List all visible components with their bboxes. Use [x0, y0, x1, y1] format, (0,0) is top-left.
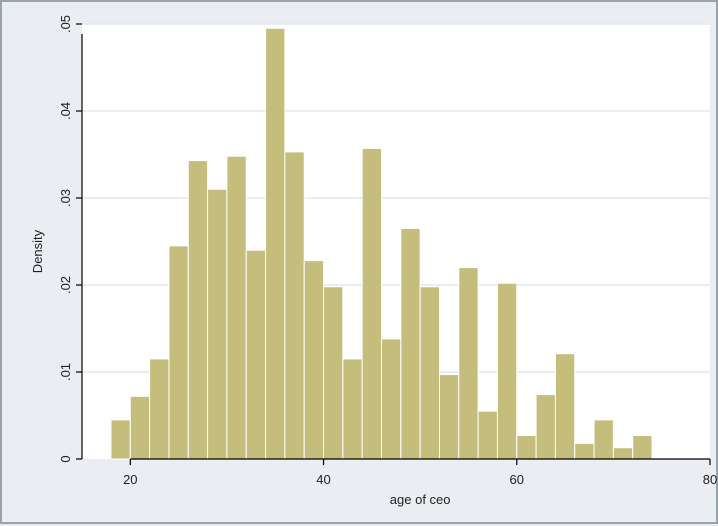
y-axis-ticks: 0 .01 .02 .03 .04 .05	[58, 15, 82, 463]
histogram-bar	[593, 419, 614, 460]
histogram-bar	[149, 358, 170, 460]
histogram-bar	[516, 435, 537, 460]
histogram-bar	[207, 188, 228, 460]
histogram-bar	[226, 155, 247, 460]
histogram-bar	[129, 395, 151, 460]
y-axis-title: Density	[30, 229, 45, 273]
x-tick-label: 60	[510, 472, 524, 487]
histogram-bar	[400, 227, 421, 460]
y-tick-label: 0	[58, 455, 73, 462]
histogram-bar	[574, 442, 595, 460]
histogram-bar	[381, 338, 402, 460]
x-axis-title: age of ceo	[390, 492, 451, 507]
histogram-bar	[612, 447, 634, 460]
histogram-bar	[110, 419, 131, 460]
y-tick-label: .04	[58, 102, 73, 120]
histogram-bar	[342, 358, 363, 460]
histogram-bar	[458, 267, 479, 460]
histogram-bar	[187, 160, 209, 460]
x-tick-label: 20	[123, 472, 137, 487]
histogram-bar	[419, 286, 440, 460]
histogram-bar	[554, 353, 576, 460]
y-tick-label: .01	[58, 363, 73, 381]
histogram-bar	[245, 249, 267, 460]
histogram-bar	[303, 260, 325, 460]
x-axis-ticks: 20 40 60 80	[123, 459, 717, 487]
histogram-bar	[477, 410, 498, 460]
y-tick-label: .03	[58, 189, 73, 207]
histogram-bar	[438, 374, 460, 460]
x-tick-label: 40	[316, 472, 330, 487]
x-tick-label: 80	[703, 472, 717, 487]
histogram-bar	[265, 27, 286, 460]
histogram-bar	[168, 245, 189, 460]
histogram-bar	[323, 286, 344, 460]
histogram-bar	[284, 151, 305, 460]
histogram-bar	[535, 394, 556, 460]
histogram-bar	[496, 282, 518, 460]
histogram-bar	[361, 147, 383, 460]
histogram-bar	[632, 435, 653, 460]
y-tick-label: .02	[58, 276, 73, 294]
y-tick-label: .05	[58, 15, 73, 33]
